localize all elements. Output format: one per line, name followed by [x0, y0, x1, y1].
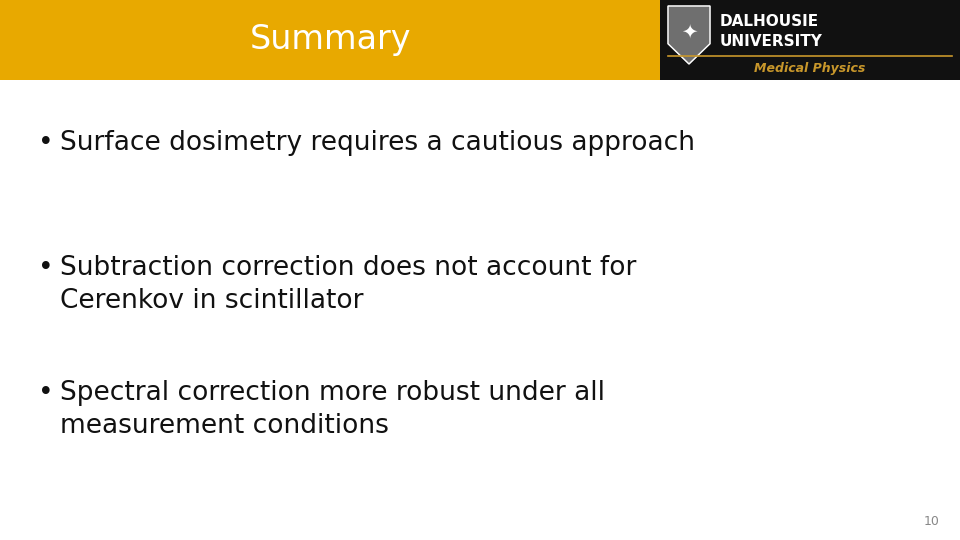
Text: Subtraction correction does not account for
Cerenkov in scintillator: Subtraction correction does not account … — [60, 255, 636, 314]
Bar — [660, 0, 960, 80]
Text: Surface dosimetry requires a cautious approach: Surface dosimetry requires a cautious ap… — [60, 130, 695, 156]
Text: •: • — [38, 255, 54, 281]
Bar — [0, 0, 660, 80]
Text: Summary: Summary — [250, 24, 411, 57]
Text: •: • — [38, 380, 54, 406]
Text: UNIVERSITY: UNIVERSITY — [720, 34, 823, 49]
Text: •: • — [38, 130, 54, 156]
Text: Medical Physics: Medical Physics — [755, 62, 866, 75]
Text: ✦: ✦ — [681, 23, 697, 42]
Text: Spectral correction more robust under all
measurement conditions: Spectral correction more robust under al… — [60, 380, 605, 439]
Text: DALHOUSIE: DALHOUSIE — [720, 14, 819, 29]
Text: 10: 10 — [924, 515, 940, 528]
Polygon shape — [668, 6, 710, 64]
